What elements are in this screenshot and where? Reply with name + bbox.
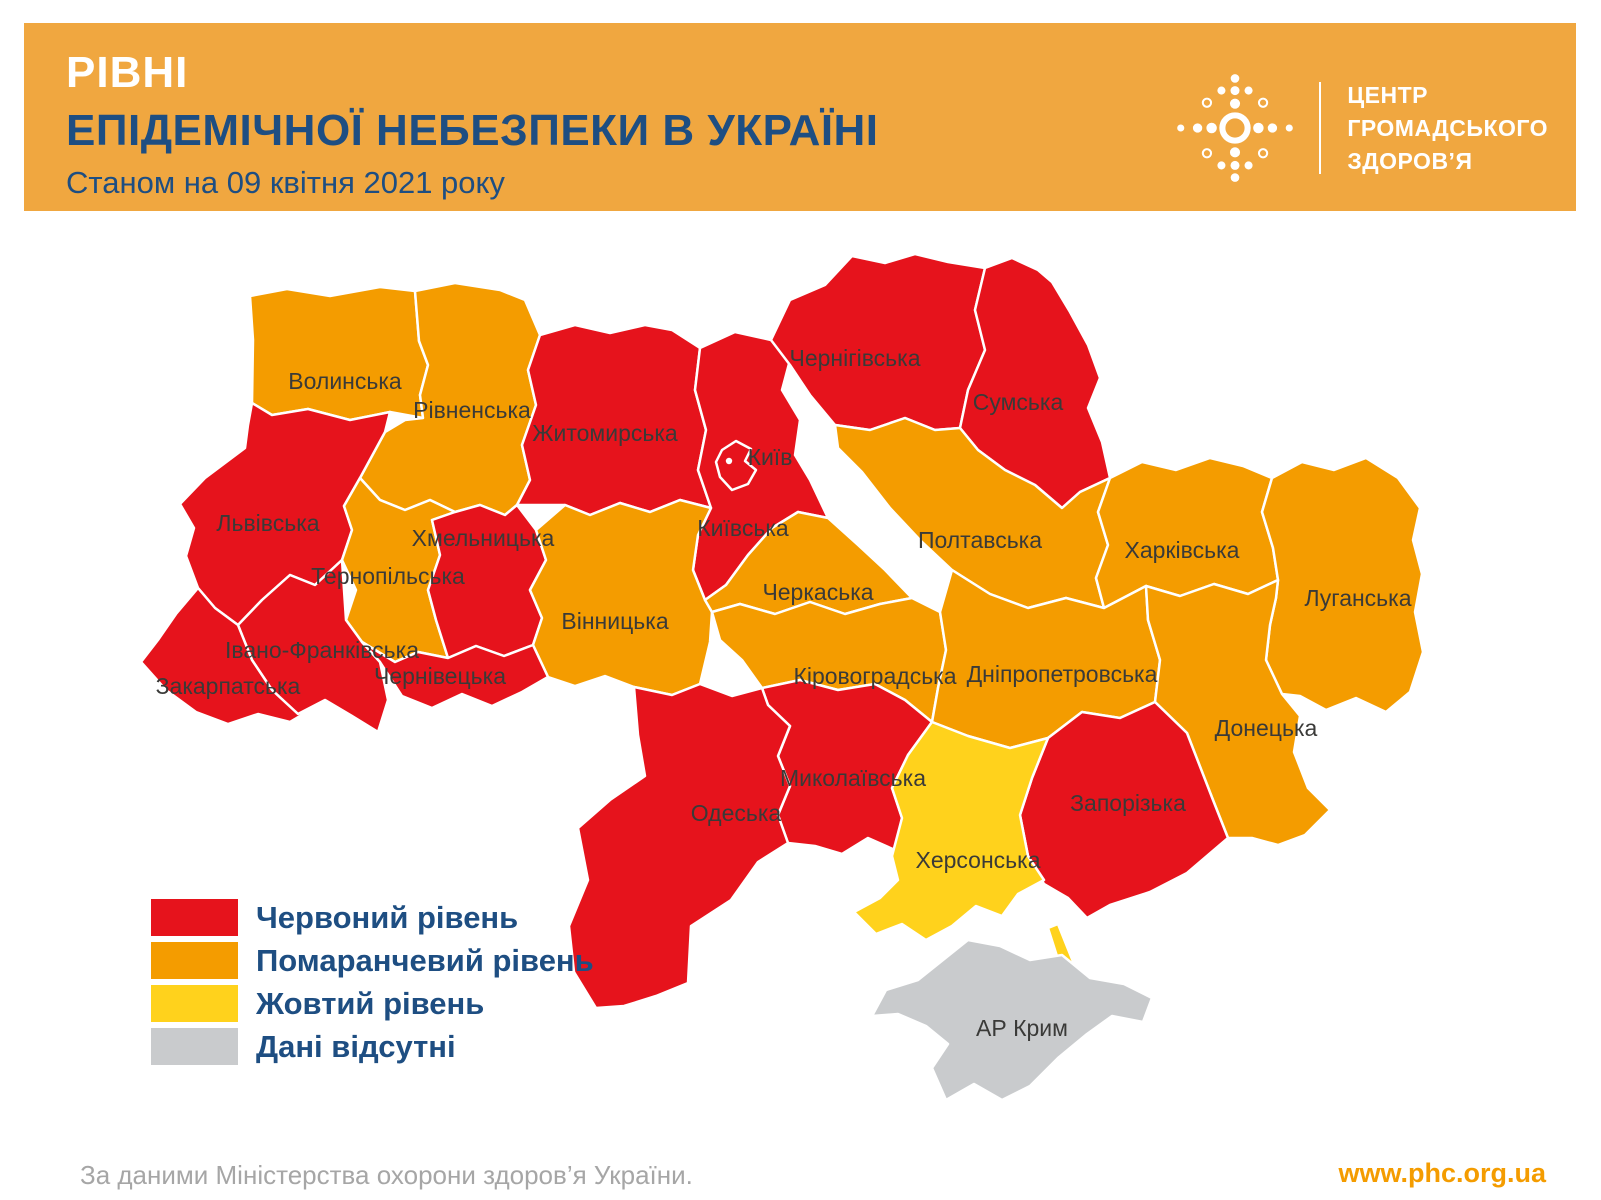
- logo-text-line3: ЗДОРОВ’Я: [1347, 147, 1473, 174]
- source-note: За даними Міністерства охорони здоров’я …: [80, 1160, 693, 1190]
- region-label-kyiv-city: Київ: [748, 444, 793, 470]
- logo-divider: [1319, 82, 1322, 174]
- legend-swatch-yellow: [151, 985, 238, 1022]
- phc-logo-icon: [1177, 74, 1294, 182]
- legend: Червоний рівень Помаранчевий рівень Жовтий…: [151, 899, 594, 1065]
- region-kyiv-city: [714, 439, 758, 492]
- logo-text-line2: ГРОМАДСЬКОГО: [1347, 114, 1548, 141]
- region-label-rivne: Рівненська: [413, 397, 531, 423]
- legend-label-orange: Помаранчевий рівень: [256, 942, 594, 978]
- region-label-dnipropetrovsk: Дніпропетровська: [967, 661, 1158, 687]
- region-crimea: [870, 938, 1154, 1102]
- region-chernivtsi: [360, 640, 550, 710]
- region-zakarpattia: [139, 586, 319, 726]
- page-title-line2: ЕПІДЕМІЧНОЇ НЕБЕЗПЕКИ В УКРАЇНІ: [66, 106, 879, 156]
- legend-label-yellow: Жовтий рівень: [256, 985, 485, 1021]
- website-link[interactable]: www.phc.org.ua: [1338, 1158, 1546, 1188]
- region-label-poltava: Полтавська: [918, 527, 1042, 553]
- region-label-khmelnytskyi: Хмельницька: [412, 525, 555, 551]
- region-label-kherson: Херсонська: [915, 847, 1040, 873]
- region-label-chernihiv: Чернігівська: [789, 345, 920, 371]
- page-subtitle: Станом на 09 квітня 2021 року: [66, 164, 505, 200]
- region-label-ternopil: Тернопільська: [311, 563, 465, 589]
- region-label-volyn: Волинська: [288, 368, 402, 394]
- logo-text-line1: ЦЕНТР: [1347, 81, 1428, 108]
- region-label-kyiv-oblast: Київська: [697, 515, 789, 541]
- legend-row-yellow: Жовтий рівень: [151, 985, 594, 1022]
- region-label-mykolaiv: Миколаївська: [780, 765, 926, 791]
- region-label-vinnytsia: Вінницька: [561, 608, 668, 634]
- header-banner: РІВНІ ЕПІДЕМІЧНОЇ НЕБЕЗПЕКИ В УКРАЇНІ Ст…: [24, 23, 1576, 211]
- region-odesa: [567, 682, 792, 1010]
- region-label-cherkasy: Черкаська: [762, 579, 873, 605]
- region-label-sumy: Сумська: [973, 389, 1064, 415]
- legend-swatch-orange: [151, 942, 238, 979]
- legend-label-none: Дані відсутні: [256, 1028, 456, 1064]
- kyiv-city-marker: [725, 457, 733, 465]
- legend-row-red: Червоний рівень: [151, 899, 594, 936]
- region-label-zaporizhzhia: Запорізька: [1070, 790, 1186, 816]
- legend-swatch-red: [151, 899, 238, 936]
- legend-row-none: Дані відсутні: [151, 1028, 594, 1065]
- region-label-kharkiv: Харківська: [1125, 537, 1240, 563]
- region-label-donetsk: Донецька: [1215, 715, 1318, 741]
- region-label-luhansk: Луганська: [1304, 585, 1411, 611]
- phc-logo: ЦЕНТР ГРОМАДСЬКОГО ЗДОРОВ’Я: [1177, 70, 1548, 186]
- region-label-zhytomyr: Житомирська: [532, 420, 678, 446]
- region-chernihiv: [769, 252, 987, 432]
- header-titles: РІВНІ ЕПІДЕМІЧНОЇ НЕБЕЗПЕКИ В УКРАЇНІ Ст…: [66, 48, 879, 201]
- region-label-odesa: Одеська: [691, 800, 782, 826]
- legend-row-orange: Помаранчевий рівень: [151, 942, 594, 979]
- region-label-kirovohrad: Кіровоградська: [793, 663, 956, 689]
- page-title-line1: РІВНІ: [66, 48, 189, 97]
- region-label-zakarpattia: Закарпатська: [156, 673, 301, 699]
- region-label-crimea: АР Крим: [976, 1015, 1068, 1041]
- region-volyn: [248, 285, 430, 422]
- logo-text: ЦЕНТР ГРОМАДСЬКОГО ЗДОРОВ’Я: [1347, 79, 1548, 178]
- region-label-chernivtsi: Чернівецька: [374, 663, 506, 689]
- region-label-ivano-frankivsk: Івано-Франківська: [225, 637, 419, 663]
- region-kharkiv: [1094, 456, 1280, 610]
- legend-label-red: Червоний рівень: [256, 899, 519, 935]
- region-kherson: [852, 720, 1050, 942]
- region-vinnytsia: [528, 498, 714, 697]
- region-label-lviv: Львівська: [216, 510, 319, 536]
- legend-swatch-none: [151, 1028, 238, 1065]
